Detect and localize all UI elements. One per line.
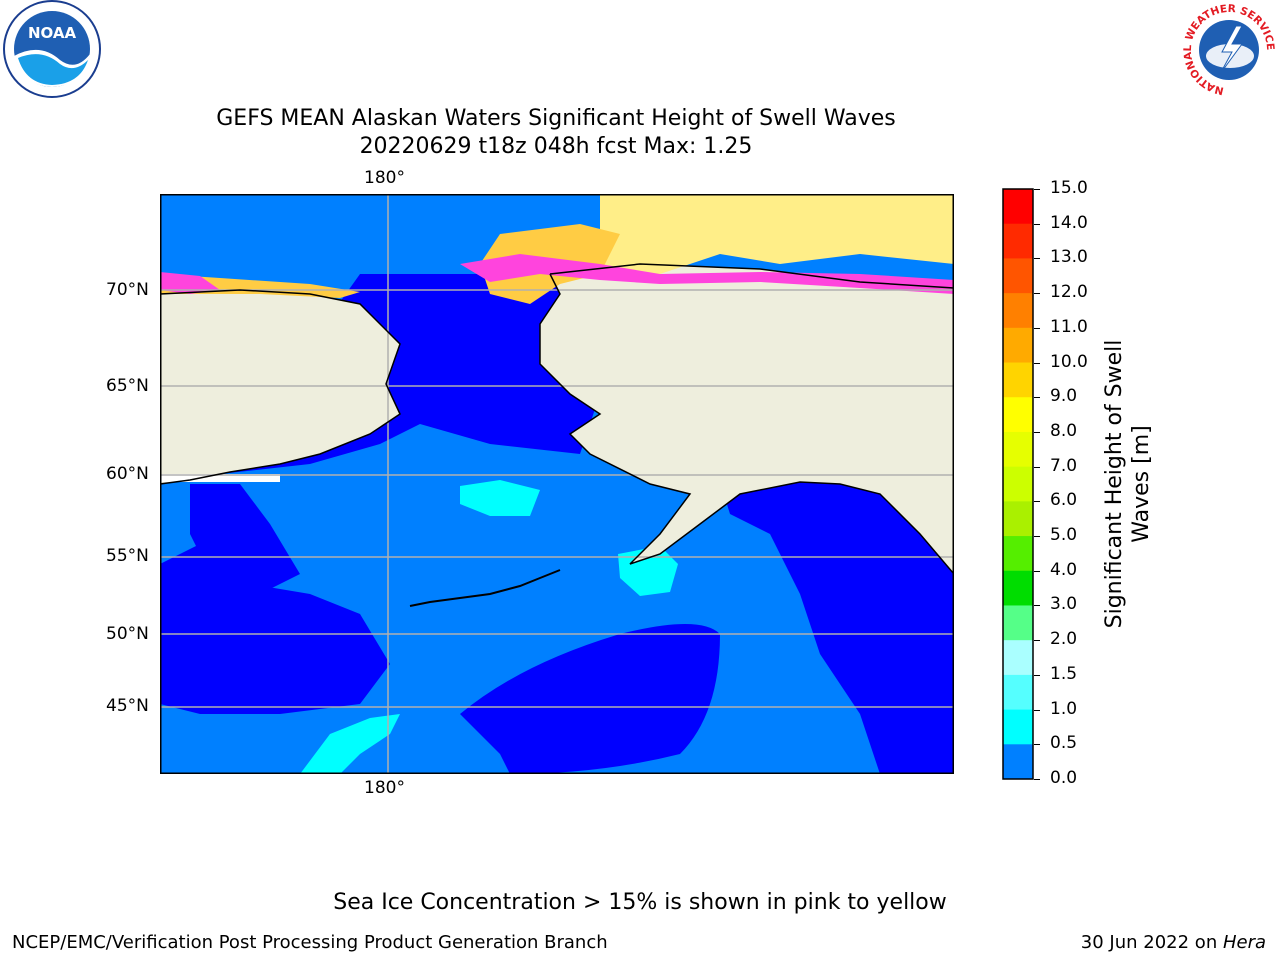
colorbar-segment	[1003, 570, 1033, 606]
swell-height-map	[160, 194, 954, 774]
colorbar-label-line2: Waves [m]	[1129, 425, 1154, 543]
colorbar-tick-label: 12.0	[1050, 282, 1088, 303]
colorbar-tick-label: 14.0	[1050, 212, 1088, 233]
map-panel	[160, 194, 954, 774]
colorbar-tick-label: 6.0	[1050, 490, 1078, 511]
colorbar-tick-label: 10.0	[1050, 351, 1088, 372]
colorbar-tick-label: 9.0	[1050, 386, 1078, 407]
title-line-2: 20220629 t18z 048h fcst Max: 1.25	[359, 134, 753, 159]
colorbar-border	[1002, 188, 1034, 780]
footer-left: NCEP/EMC/Verification Post Processing Pr…	[12, 932, 608, 953]
colorbar-ticks: 15.0 14.0 13.0 12.0 11.0 10.0 9.0 8.0 7.0 6.0 5.0 4…	[1034, 178, 1104, 788]
colorbar-tick-mark	[1034, 605, 1040, 607]
ocean-high-patch-3	[300, 714, 400, 774]
no-data-strip	[160, 474, 280, 482]
colorbar-tick-mark	[1034, 397, 1040, 399]
sea-ice-note: Sea Ice Concentration > 15% is shown in …	[333, 890, 947, 915]
colorbar-tick-label: 2.0	[1050, 629, 1078, 650]
colorbar-tick-mark	[1034, 779, 1040, 780]
coastline-siberia	[160, 289, 401, 485]
colorbar-tick-mark	[1034, 744, 1040, 746]
colorbar-label-line1: Significant Height of Swell	[1102, 339, 1127, 629]
colorbar-tick-mark	[1034, 501, 1040, 503]
colorbar-tick-label: 11.0	[1050, 316, 1088, 337]
colorbar-tick-mark	[1034, 293, 1040, 295]
ocean-low-west	[160, 544, 390, 714]
ocean-high-patch-2	[618, 546, 678, 596]
colorbar-tick-label: 1.5	[1050, 663, 1078, 684]
land-alaska	[540, 264, 954, 574]
colorbar-segment	[1003, 362, 1033, 398]
colorbar-tick-label: 15.0	[1050, 178, 1088, 198]
colorbar-segment	[1003, 223, 1033, 259]
chart-title: GEFS MEAN Alaskan Waters Significant Hei…	[0, 105, 1112, 161]
colorbar-segment	[1003, 327, 1033, 364]
colorbar-tick-label: 7.0	[1050, 455, 1078, 476]
colorbar-tick-mark	[1034, 709, 1040, 711]
coastline-alaska	[539, 263, 954, 575]
colorbar-tick-label: 0.5	[1050, 733, 1078, 754]
colorbar-tick-label: 0.0	[1050, 768, 1078, 788]
title-line-1: GEFS MEAN Alaskan Waters Significant Hei…	[216, 106, 896, 131]
sea-ice-pink-west	[160, 272, 220, 294]
colorbar-tick-label: 5.0	[1050, 525, 1078, 546]
land-siberia	[160, 290, 400, 484]
colorbar-tick-label: 3.0	[1050, 594, 1078, 615]
footer-date: 30 Jun 2022 on	[1080, 932, 1223, 953]
colorbar-segment	[1003, 466, 1033, 502]
colorbar-segment	[1003, 501, 1033, 537]
svg-text:NOAA: NOAA	[28, 24, 77, 42]
sea-ice-north	[600, 194, 954, 274]
colorbar-tick-mark	[1034, 466, 1040, 468]
colorbar-tick-label: 13.0	[1050, 247, 1088, 268]
colorbar-tick-mark	[1034, 536, 1040, 538]
ocean-low-gulf	[720, 482, 954, 774]
colorbar-tick-mark	[1034, 258, 1040, 260]
colorbar-tick-mark	[1034, 674, 1040, 676]
ocean-high-patch-1	[460, 480, 540, 516]
colorbar-tick-mark	[1034, 640, 1040, 642]
lat-label-60: 60°N	[106, 464, 149, 484]
lat-label-65: 65°N	[106, 376, 149, 396]
colorbar-segment	[1003, 709, 1033, 745]
colorbar-segment	[1003, 674, 1033, 711]
nws-logo: NATIONAL WEATHER SERVICE	[1178, 0, 1280, 100]
lon-label-top: 180°	[364, 168, 405, 188]
colorbar-segment	[1003, 293, 1033, 329]
colorbar-tick-label: 8.0	[1050, 420, 1078, 441]
colorbar-segment	[1003, 744, 1033, 780]
colorbar-segment	[1003, 536, 1033, 572]
colorbar-tick-mark	[1034, 327, 1040, 329]
colorbar-tick-mark	[1034, 189, 1040, 190]
lon-label-bottom: 180°	[364, 778, 405, 798]
colorbar-segment	[1003, 189, 1033, 225]
colorbar-tick-mark	[1034, 362, 1040, 364]
lat-label-45: 45°N	[106, 696, 149, 716]
colorbar-tick-label: 1.0	[1050, 698, 1078, 719]
colorbar-tick-label: 4.0	[1050, 559, 1078, 580]
colorbar-segment	[1003, 397, 1033, 433]
colorbar-segment	[1003, 605, 1033, 641]
ocean-low-nw	[190, 484, 300, 594]
lat-label-70: 70°N	[106, 280, 149, 300]
footer-right: 30 Jun 2022 on Hera	[1081, 932, 1266, 953]
colorbar-tick-mark	[1034, 570, 1040, 572]
sea-ice-pink-band	[460, 254, 954, 294]
footer-host: Hera	[1222, 932, 1266, 953]
colorbar-segment	[1003, 640, 1033, 676]
colorbar	[1002, 188, 1034, 780]
lat-label-55: 55°N	[106, 546, 149, 566]
ocean-low-south	[460, 624, 720, 774]
colorbar-tick-mark	[1034, 223, 1040, 225]
noaa-logo: NOAA	[0, 0, 105, 100]
colorbar-tick-mark	[1034, 431, 1040, 433]
colorbar-segment	[1003, 431, 1033, 468]
lat-label-50: 50°N	[106, 624, 149, 644]
aleutian-islands	[409, 569, 561, 607]
graticule	[160, 194, 954, 774]
colorbar-segment	[1003, 258, 1033, 294]
